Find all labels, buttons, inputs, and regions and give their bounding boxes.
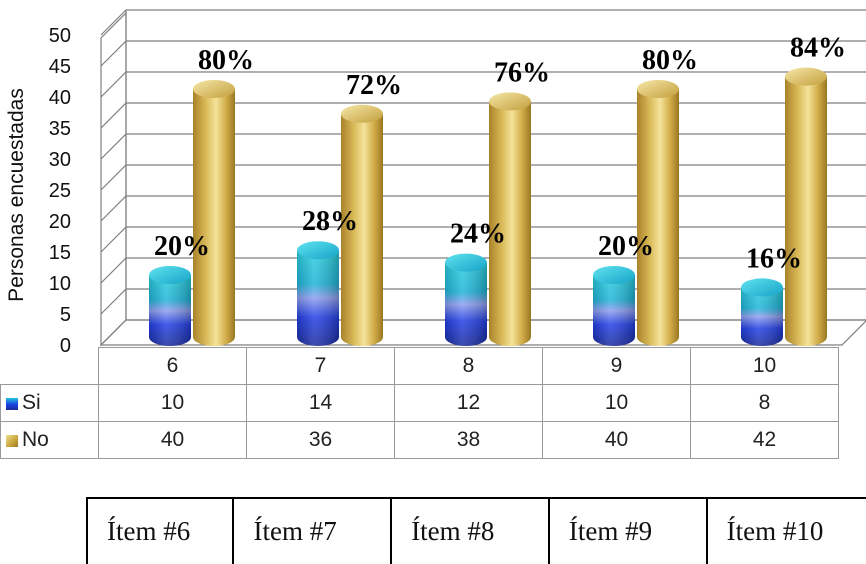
bar-no [193, 80, 235, 346]
y-tick-label: 30 [49, 149, 71, 171]
y-tick-label: 10 [49, 273, 71, 295]
bar-top [149, 266, 191, 284]
bar-top [297, 241, 339, 260]
bar-shade [297, 250, 339, 346]
series-row-no: No 40 36 38 40 42 [0, 421, 839, 459]
y-tick-label: 0 [60, 335, 71, 357]
data-label: 16% [746, 243, 802, 274]
category-cell: 9 [542, 347, 691, 385]
value-cell: 10 [98, 384, 247, 422]
data-label: 80% [642, 45, 698, 76]
bar-shade [149, 275, 191, 346]
y-tick-label: 5 [60, 304, 71, 326]
bar-no [341, 104, 383, 346]
items-row: Ítem #6 Ítem #7 Ítem #8 Ítem #9 Ítem #10 [85, 497, 866, 564]
data-label: 28% [302, 206, 358, 237]
bar-si [445, 253, 487, 346]
item-cell: Ítem #6 [85, 497, 234, 564]
y-tick-label: 50 [49, 25, 71, 47]
value-cell: 40 [98, 421, 247, 459]
bar-body [785, 76, 827, 346]
items-table: Ítem #6 Ítem #7 Ítem #8 Ítem #9 Ítem #10 [85, 497, 866, 564]
series-row-si: Si 10 14 12 10 8 [0, 384, 839, 422]
legend-entry-no: No [0, 421, 99, 459]
value-cell: 36 [246, 421, 395, 459]
item-cell: Ítem #10 [705, 497, 866, 564]
bar-no [637, 80, 679, 346]
bar-body [341, 113, 383, 346]
bar-no [785, 67, 827, 346]
bar-top [193, 80, 235, 98]
data-label: 72% [346, 70, 402, 101]
bar-top [489, 92, 531, 111]
legend-label: No [22, 428, 49, 451]
legend-key-si-icon [6, 398, 18, 410]
data-label: 24% [450, 219, 506, 250]
value-cell: 8 [690, 384, 839, 422]
bar-body [637, 89, 679, 346]
data-table: 6 7 8 9 10 Si 10 14 12 10 8 No 40 36 38 … [0, 347, 839, 459]
data-label: 76% [494, 57, 550, 88]
data-label: 80% [198, 45, 254, 76]
value-cell: 12 [394, 384, 543, 422]
legend-label: Si [22, 391, 41, 414]
bar-top [637, 80, 679, 98]
y-tick-label: 15 [49, 242, 71, 264]
bar-top [341, 104, 383, 123]
bar-top [741, 278, 783, 297]
data-label: 20% [154, 231, 210, 262]
value-cell: 10 [542, 384, 691, 422]
category-row: 6 7 8 9 10 [0, 347, 839, 385]
legend-key-no-icon [6, 435, 18, 447]
bar-body [489, 101, 531, 347]
y-tick-label: 35 [49, 118, 71, 140]
category-cell: 6 [98, 347, 247, 385]
bar-top [785, 67, 827, 86]
data-label: 84% [790, 33, 846, 64]
y-tick-label: 40 [49, 87, 71, 109]
bar-top [593, 266, 635, 284]
bar-no [489, 92, 531, 347]
corner-cell [0, 347, 99, 385]
bar-top [445, 253, 487, 272]
item-cell: Ítem #8 [390, 497, 549, 564]
bar-si [149, 266, 191, 346]
gridline [100, 9, 866, 36]
bar-shade [445, 262, 487, 346]
value-cell: 14 [246, 384, 395, 422]
item-cell: Ítem #7 [232, 497, 392, 564]
bar-si [297, 241, 339, 346]
category-cell: 8 [394, 347, 543, 385]
bar-shade [741, 287, 783, 346]
item-cell: Ítem #9 [547, 497, 707, 564]
data-label: 20% [598, 231, 654, 262]
category-cell: 7 [246, 347, 395, 385]
y-axis-label: Personas encuestadas [5, 88, 28, 302]
bar-si [593, 266, 635, 346]
bar-body [193, 89, 235, 346]
legend-entry-si: Si [0, 384, 99, 422]
bar-si [741, 278, 783, 346]
bar-shade [593, 275, 635, 346]
value-cell: 42 [690, 421, 839, 459]
value-cell: 38 [394, 421, 543, 459]
value-cell: 40 [542, 421, 691, 459]
y-tick-label: 25 [49, 180, 71, 202]
category-cell: 10 [690, 347, 839, 385]
y-tick-label: 45 [49, 56, 71, 78]
y-tick-label: 20 [49, 211, 71, 233]
